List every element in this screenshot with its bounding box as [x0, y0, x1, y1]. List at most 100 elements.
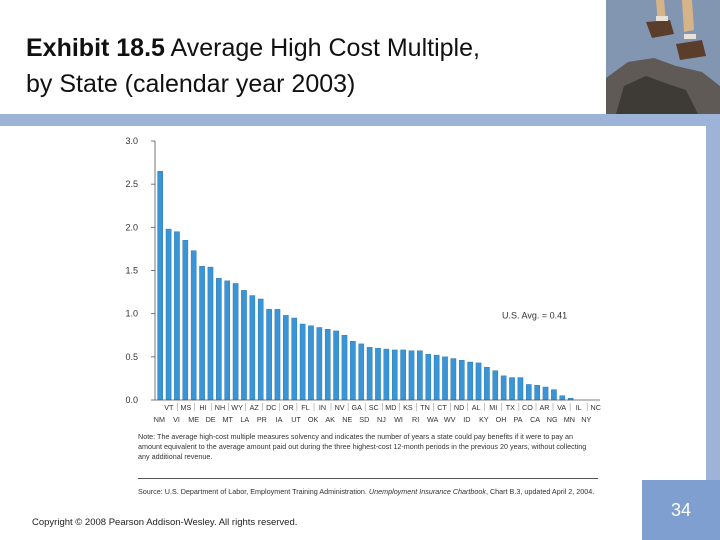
bar-md: [383, 348, 390, 401]
bar-ri: [408, 350, 415, 401]
state-label-top: ND: [454, 403, 464, 412]
y-tick-label: 3.0: [125, 136, 138, 146]
state-label-bottom: SD: [359, 415, 369, 424]
y-tick-label: 2.5: [125, 179, 138, 189]
state-label-top: VT: [164, 403, 174, 412]
bar-mt: [224, 280, 231, 401]
y-tick-label: 1.0: [125, 309, 138, 319]
hiker-photo: [606, 0, 720, 114]
state-label-top: MI: [489, 403, 497, 412]
source-suffix: , Chart B.3, updated April 2, 2004.: [485, 487, 595, 496]
state-label-top: NC: [591, 403, 601, 412]
state-label-bottom: OH: [496, 415, 507, 424]
bar-ma: [551, 389, 557, 401]
bar-wy: [232, 283, 239, 401]
state-label-top: NV: [335, 403, 345, 412]
exhibit-number: Exhibit 18.5: [26, 34, 165, 62]
bar-ky: [475, 362, 482, 401]
bar-ut: [291, 317, 298, 401]
bar-ct: [433, 354, 440, 401]
state-label-bottom: ID: [463, 415, 470, 424]
bar-wa: [425, 354, 432, 401]
state-label-bottom: RI: [412, 415, 419, 424]
state-label-bottom: MT: [223, 415, 234, 424]
state-label-bottom: LA: [240, 415, 249, 424]
bar-tx: [500, 375, 507, 401]
state-label-top: CT: [437, 403, 447, 412]
bar-az: [249, 295, 256, 401]
bar-va: [509, 377, 515, 401]
bar-wv: [442, 356, 448, 401]
state-label-bottom: CA: [530, 415, 540, 424]
bar-ms: [182, 240, 189, 401]
bar-mi: [484, 366, 490, 401]
bar-in: [316, 327, 323, 401]
state-label-bottom: OK: [308, 415, 319, 424]
state-label-top: DC: [266, 403, 276, 412]
state-label-bottom: PA: [513, 415, 522, 424]
source-publication: Unemployment Insurance Chartbook: [368, 487, 486, 496]
state-label-bottom: ME: [188, 415, 199, 424]
state-label-bottom: WA: [427, 415, 439, 424]
state-label-bottom: NM: [154, 415, 165, 424]
state-label-top: TX: [506, 403, 515, 412]
bar-ok: [308, 325, 314, 401]
state-label-top: MD: [385, 403, 396, 412]
state-label-bottom: IA: [276, 415, 283, 424]
bar-la: [241, 290, 247, 401]
state-label-top: AL: [472, 403, 481, 412]
bar-vi: [174, 231, 180, 401]
y-tick-label: 0.0: [125, 395, 138, 405]
reference-group: U.S. Avg. = 0.41: [502, 310, 567, 320]
state-label-top: NH: [215, 403, 225, 412]
bar-sd: [358, 343, 365, 401]
bar-or: [283, 315, 289, 401]
bar-chart: 0.0 0.5 1.0 1.5 2.0 2.5 3.0 VT MS HI NH WY AZ DC OR FL…: [125, 136, 601, 424]
bar-nh: [216, 278, 222, 401]
bar-oh: [492, 370, 499, 401]
title-line-2: by State (calendar year 2003): [26, 70, 356, 98]
state-label-top: TN: [420, 403, 430, 412]
state-label-top: MS: [181, 403, 192, 412]
bar-me: [190, 250, 197, 401]
chart-source: Source: U.S. Department of Labor, Employ…: [138, 487, 598, 497]
bar-de: [207, 266, 214, 401]
state-label-top: AR: [540, 403, 550, 412]
note-text: The average high-cost multiple measures …: [138, 432, 587, 461]
bar-ne: [341, 335, 348, 401]
bar-sc: [366, 347, 373, 401]
hiker-image: [606, 0, 720, 114]
us-average-label: U.S. Avg. = 0.41: [502, 310, 567, 320]
bar-ia: [274, 309, 281, 401]
bar-pr: [257, 298, 264, 401]
state-label-top: WY: [231, 403, 243, 412]
bar-dc: [266, 309, 272, 401]
bar-ga: [350, 341, 356, 401]
state-label-top: IL: [576, 403, 582, 412]
bar-co: [517, 377, 524, 401]
state-label-top: CO: [522, 403, 533, 412]
state-label-top: SC: [369, 403, 379, 412]
state-label-bottom: NJ: [377, 415, 386, 424]
state-label-top: IN: [319, 403, 326, 412]
state-label-bottom: NY: [581, 415, 591, 424]
state-label-bottom: WI: [394, 415, 403, 424]
y-axis: 0.0 0.5 1.0 1.5 2.0 2.5 3.0: [125, 136, 156, 405]
state-label-bottom: MN: [564, 415, 575, 424]
state-label-bottom: NG: [547, 415, 558, 424]
bar-ks: [400, 349, 406, 401]
title-text: Average High Cost Multiple,: [164, 34, 480, 62]
chart-note: Note: The average high-cost multiple mea…: [138, 432, 598, 462]
bar-ar: [534, 385, 540, 401]
state-label-bottom: KY: [479, 415, 489, 424]
state-label-top: GA: [352, 403, 363, 412]
state-label-top: VA: [557, 403, 566, 412]
bar-vt: [165, 228, 172, 401]
source-prefix: Source: U.S. Department of Labor, Employ…: [138, 487, 369, 496]
state-label-bottom: WV: [444, 415, 456, 424]
note-label: Note:: [138, 432, 156, 441]
bar-hi: [199, 265, 205, 401]
y-tick-label: 0.5: [125, 352, 138, 362]
right-accent-bar: [706, 126, 720, 480]
state-label-top: HI: [199, 403, 206, 412]
